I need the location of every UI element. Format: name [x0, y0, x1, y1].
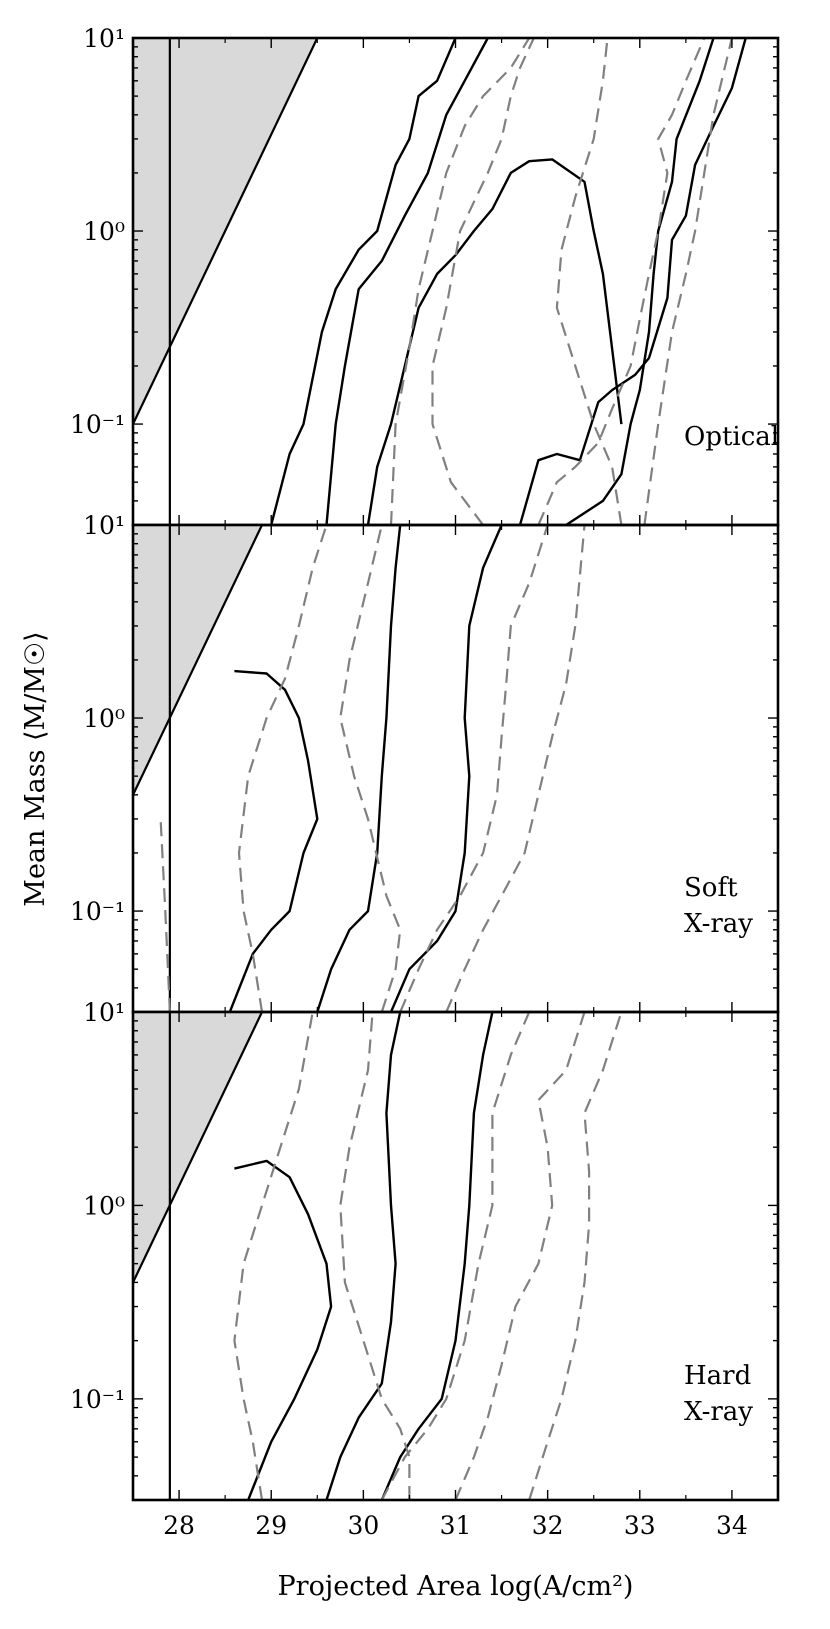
dashed-contour: [380, 1012, 531, 1500]
x-axis-label: Projected Area log(A/cm²): [278, 1571, 634, 1602]
panel-label: Soft X-ray: [684, 873, 753, 939]
x-tick-label: 29: [255, 1511, 287, 1540]
solid-contour: [389, 525, 503, 1012]
x-tick-label: 31: [440, 1511, 472, 1540]
y-tick-label: 10¹: [83, 24, 125, 53]
y-tick-label: 10⁻¹: [70, 1385, 125, 1414]
dashed-contour: [431, 38, 535, 525]
shaded-boundary-line: [133, 525, 263, 796]
dashed-contour: [389, 38, 531, 525]
y-axis-label: Mean Mass ⟨M/M☉⟩: [20, 631, 51, 906]
x-tick-label: 32: [532, 1511, 564, 1540]
dashed-contour: [339, 525, 402, 1012]
panel-3-frame: [131, 1010, 780, 1502]
dashed-contour: [237, 525, 328, 1012]
dashed-contour: [555, 38, 623, 525]
y-tick-label: 10⁻¹: [70, 410, 125, 439]
panel-label: Hard X-ray: [684, 1361, 753, 1427]
dashed-contour: [399, 525, 549, 1012]
solid-contour: [366, 158, 623, 525]
y-tick-label: 10⁰: [83, 217, 125, 246]
shaded-boundary-line: [133, 38, 319, 425]
dashed-contour: [445, 525, 586, 1012]
panel-3-plot: [133, 1012, 623, 1500]
panel-2-frame: [131, 523, 780, 1014]
solid-contour: [380, 1012, 494, 1500]
dashed-contour: [339, 1012, 411, 1500]
x-tick-label: 30: [347, 1511, 379, 1540]
dashed-contour: [643, 38, 733, 525]
x-tick-label: 33: [624, 1511, 656, 1540]
panel-label: Optical: [684, 422, 779, 452]
dashed-contour: [454, 1012, 586, 1500]
dashed-contour: [233, 1012, 314, 1500]
y-tick-label: 10⁻¹: [70, 897, 125, 926]
solid-contour: [518, 38, 747, 525]
y-tick-label: 10¹: [83, 998, 125, 1027]
x-tick-label: 28: [163, 1511, 195, 1540]
solid-contour: [234, 1159, 333, 1500]
y-tick-label: 10⁰: [83, 1191, 125, 1220]
x-tick-label: 34: [716, 1511, 748, 1540]
y-tick-label: 10¹: [83, 511, 125, 540]
panel-1-plot: [133, 38, 747, 525]
dashed-contour: [159, 818, 171, 1012]
solid-contour: [270, 38, 457, 525]
solid-contour: [325, 38, 489, 525]
solid-contour: [565, 38, 715, 525]
dashed-contour: [528, 1012, 623, 1500]
solid-contour: [325, 1012, 402, 1500]
dashed-contour: [537, 38, 706, 525]
solid-contour: [316, 525, 402, 1012]
solid-contour: [228, 669, 319, 1012]
shaded-boundary-line: [133, 1012, 263, 1283]
panel-2-plot: [133, 525, 586, 1012]
y-tick-label: 10⁰: [83, 704, 125, 733]
